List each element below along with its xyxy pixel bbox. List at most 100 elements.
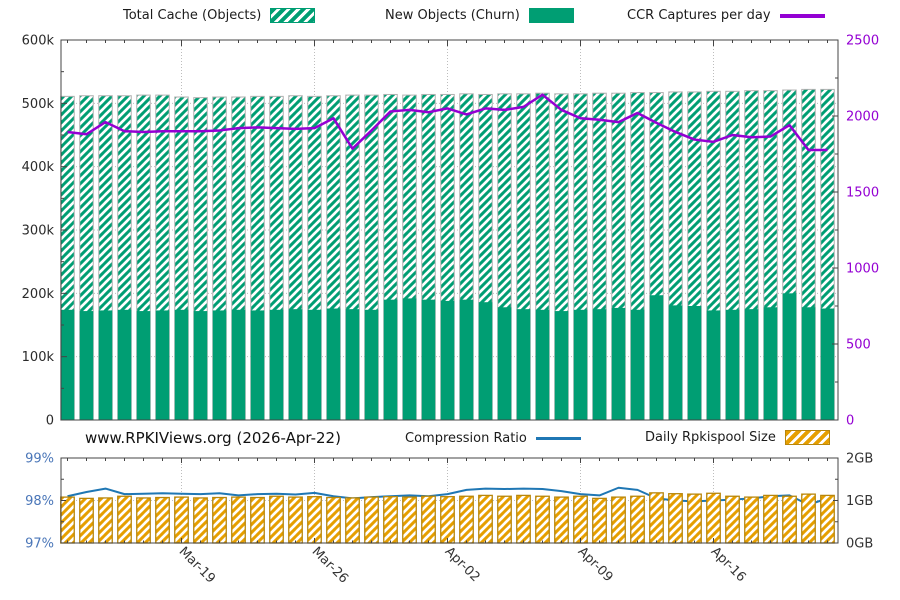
new-objects-bar xyxy=(155,310,170,420)
new-objects-bar xyxy=(782,293,797,420)
bottom-chart-ticks xyxy=(61,457,838,544)
rpkispool-bar xyxy=(231,496,246,544)
rpkispool-bar xyxy=(345,497,360,544)
rpkispool-bar xyxy=(592,497,607,544)
top-right-axis-labels: 0 500 1000 1500 2000 2500 xyxy=(846,34,879,429)
legend-compression-label: Compression Ratio xyxy=(405,431,527,446)
rpkispool-bar xyxy=(516,494,531,544)
rpkispool-bar xyxy=(459,495,474,544)
new-objects-bar xyxy=(763,307,778,420)
gb-tick-label: 2GB xyxy=(846,452,873,467)
top-chart-ticks xyxy=(61,39,838,421)
rpkispool-bar xyxy=(668,493,683,544)
legend-compression-ratio: Compression Ratio xyxy=(405,431,581,446)
rpkispool-bar xyxy=(554,496,569,544)
new-objects-bar xyxy=(592,309,607,420)
rpkispool-bar xyxy=(155,496,170,544)
new-objects-bar xyxy=(364,309,379,420)
y2-tick-label: 2000 xyxy=(846,110,879,125)
rpkispool-bar xyxy=(212,496,227,544)
rpkispool-bar xyxy=(782,495,797,544)
new-objects-bar xyxy=(269,309,284,420)
rpkispool-bar xyxy=(478,494,493,544)
y2-tick-label: 0 xyxy=(846,414,854,429)
new-objects-bar xyxy=(706,310,721,420)
rpkispool-bar xyxy=(687,493,702,544)
y-tick-label: 600k xyxy=(22,34,55,49)
rpkispool-bar xyxy=(630,495,645,544)
y2-tick-label: 2500 xyxy=(846,34,879,49)
new-objects-bar xyxy=(250,310,265,420)
rpkispool-bar xyxy=(174,496,189,544)
x-tick-label: Mar-26 xyxy=(309,544,351,586)
rpkispool-bar xyxy=(535,495,550,544)
new-objects-bars xyxy=(60,293,835,420)
rpkispool-bar xyxy=(820,494,835,544)
total-cache-swatch-icon xyxy=(270,8,316,23)
y-tick-label: 500k xyxy=(22,97,55,112)
rpkispool-bar xyxy=(440,496,455,544)
rpkispool-bar xyxy=(706,492,721,544)
ccr-captures-line xyxy=(67,93,828,152)
legend-ccr-captures: CCR Captures per day xyxy=(627,8,825,23)
gb-tick-label: 1GB xyxy=(846,494,873,509)
new-objects-bar xyxy=(611,307,626,420)
y2-tick-label: 500 xyxy=(846,338,871,353)
new-objects-swatch-icon xyxy=(528,8,574,23)
rpkispool-bar xyxy=(269,495,284,544)
x-tick-label: Mar-19 xyxy=(176,544,218,586)
gb-tick-label: 0GB xyxy=(846,537,873,552)
new-objects-bar xyxy=(307,309,322,420)
pct-tick-label: 98% xyxy=(25,494,54,509)
rpkispool-bar xyxy=(250,496,265,544)
rpkispool-bar xyxy=(402,496,417,544)
new-objects-bar xyxy=(820,308,835,420)
y2-tick-label: 1500 xyxy=(846,186,879,201)
new-objects-bar xyxy=(383,299,398,420)
new-objects-bar xyxy=(801,307,816,420)
compression-spool-chart: 97% 98% 99% 0GB 1GB 2GB Mar-19 Mar-26 Apr-02 Apr-… xyxy=(25,452,873,587)
new-objects-bar xyxy=(421,299,436,420)
top-left-axis-labels: 0 100k 200k 300k 400k 500k 600k xyxy=(22,34,55,429)
new-objects-bar xyxy=(744,309,759,420)
pct-tick-label: 97% xyxy=(25,537,54,552)
pct-tick-label: 99% xyxy=(25,452,54,467)
legend-new-objects: New Objects (Churn) xyxy=(385,8,574,23)
y-tick-label: 100k xyxy=(22,350,55,365)
x-tick-label: Apr-09 xyxy=(575,544,616,585)
new-objects-bar xyxy=(136,311,151,420)
rpkispool-bar xyxy=(611,496,626,544)
rpkispool-bar xyxy=(497,495,512,544)
page-title: www.RPKIViews.org (2026-Apr-22) xyxy=(85,429,341,447)
rpkispool-bar xyxy=(725,495,740,544)
x-axis-date-labels: Mar-19 Mar-26 Apr-02 Apr-09 Apr-16 xyxy=(176,544,749,586)
rpkispool-bar xyxy=(421,495,436,544)
compression-line-swatch-icon xyxy=(535,437,581,440)
rpkispool-bar xyxy=(383,496,398,544)
legend-rpkispool-label: Daily Rpkispool Size xyxy=(645,430,776,445)
rpkispool-bar xyxy=(79,497,94,544)
rpkispool-bar xyxy=(117,495,132,544)
rpkispool-swatch-icon xyxy=(784,430,830,445)
rpkispool-bar xyxy=(193,497,208,544)
rpkispool-bars xyxy=(60,492,835,544)
y-tick-label: 400k xyxy=(22,160,55,175)
x-tick-label: Apr-02 xyxy=(442,544,483,585)
legend-total-cache-label: Total Cache (Objects) xyxy=(123,8,262,23)
bottom-left-axis-labels: 97% 98% 99% xyxy=(25,452,54,552)
y-tick-label: 200k xyxy=(22,287,55,302)
new-objects-bar xyxy=(440,300,455,420)
new-objects-bar xyxy=(60,309,75,420)
new-objects-bar xyxy=(649,295,664,420)
rpkispool-bar xyxy=(60,496,75,544)
y2-tick-label: 1000 xyxy=(846,262,879,277)
rpkispool-bar xyxy=(307,496,322,544)
new-objects-bar xyxy=(212,310,227,420)
new-objects-bar xyxy=(326,308,341,420)
rpkispool-bar xyxy=(763,494,778,544)
new-objects-bar xyxy=(630,309,645,420)
x-tick-label: Apr-16 xyxy=(708,544,749,585)
new-objects-bar xyxy=(668,305,683,420)
